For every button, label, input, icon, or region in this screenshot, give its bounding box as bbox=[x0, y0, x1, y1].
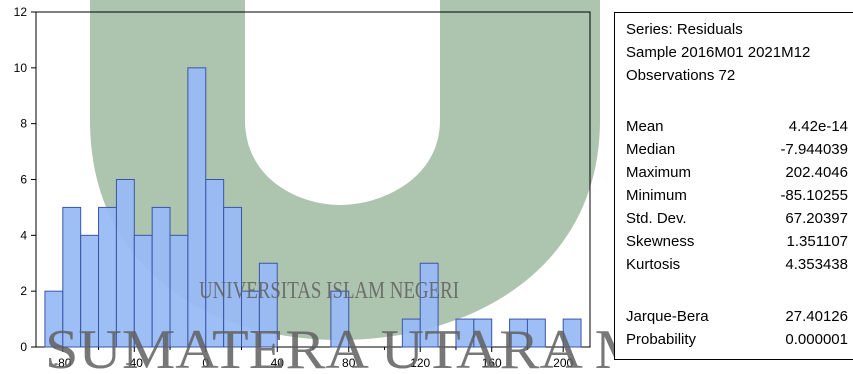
y-axis: 0 2 4 6 8 10 12 bbox=[14, 5, 36, 354]
histogram-bar bbox=[330, 290, 350, 348]
y-tick-label: 4 bbox=[20, 228, 27, 242]
stat-row-jarque-bera: Jarque-Bera 27.40126 bbox=[626, 308, 848, 328]
y-tick-label: 0 bbox=[20, 340, 27, 354]
histogram-bars bbox=[44, 67, 582, 348]
stat-row-kurtosis: Kurtosis 4.353438 bbox=[626, 256, 848, 276]
stat-value: 27.40126 bbox=[785, 308, 848, 325]
x-axis: -80 -40 0 40 80 120 160 200 bbox=[54, 347, 574, 370]
watermark-line2: SUMATERA UTARA MEDAN bbox=[45, 319, 614, 374]
stat-row-median: Median -7.944039 bbox=[626, 141, 848, 161]
stat-value: 202.4046 bbox=[785, 164, 848, 181]
x-tick-label: 0 bbox=[202, 356, 209, 370]
histogram-bar bbox=[526, 318, 546, 348]
stat-value: 4.42e-14 bbox=[788, 118, 848, 135]
stat-label: Jarque-Bera bbox=[626, 308, 709, 325]
stat-label: Maximum bbox=[626, 164, 692, 181]
histogram-bar bbox=[473, 318, 493, 348]
stat-label: Median bbox=[626, 141, 676, 158]
histogram-chart: 0 2 4 6 8 10 12 -80 -40 0 40 80 120 160 200 UNIVERSIT… bbox=[14, 0, 614, 374]
x-tick-label: 40 bbox=[271, 356, 285, 370]
stat-row-std-dev: Std. Dev. 67.20397 bbox=[626, 210, 848, 230]
histogram-bar bbox=[223, 206, 243, 348]
stat-value: 1.351107 bbox=[786, 233, 848, 250]
x-tick-label: 200 bbox=[553, 356, 573, 370]
y-tick-label: 6 bbox=[20, 173, 27, 187]
stat-row-probability: Probability 0.000001 bbox=[626, 331, 848, 351]
histogram-bar bbox=[187, 67, 207, 348]
y-tick-label: 12 bbox=[14, 5, 28, 19]
x-tick-label: -80 bbox=[54, 356, 72, 370]
stat-label: Probability bbox=[626, 331, 697, 348]
histogram-bar bbox=[258, 262, 278, 348]
stat-row-skewness: Skewness 1.351107 bbox=[626, 233, 848, 253]
y-tick-label: 10 bbox=[14, 61, 28, 75]
stats-panel: Series: Residuals Sample 2016M01 2021M12… bbox=[614, 12, 853, 360]
series-name: Series: Residuals bbox=[626, 21, 743, 38]
stat-value: 67.20397 bbox=[785, 210, 848, 227]
y-tick-label: 8 bbox=[20, 117, 27, 131]
stat-label: Minimum bbox=[626, 187, 687, 204]
x-tick-label: -40 bbox=[126, 356, 144, 370]
stat-value: -85.10255 bbox=[780, 187, 848, 204]
stat-label: Skewness bbox=[626, 233, 695, 250]
stat-value: -7.944039 bbox=[780, 141, 848, 158]
histogram-bar bbox=[562, 318, 582, 348]
sample-range: Sample 2016M01 2021M12 bbox=[626, 44, 811, 61]
stat-value: 4.353438 bbox=[785, 256, 848, 273]
watermark-line1: UNIVERSITAS ISLAM NEGERI bbox=[199, 278, 459, 304]
stat-label: Mean bbox=[626, 118, 664, 135]
stat-row-maximum: Maximum 202.4046 bbox=[626, 164, 848, 184]
x-tick-label: 120 bbox=[410, 356, 430, 370]
stat-label: Kurtosis bbox=[626, 256, 681, 273]
x-tick-label: 80 bbox=[342, 356, 356, 370]
stat-value: 0.000001 bbox=[785, 331, 848, 348]
histogram-bar bbox=[419, 262, 439, 348]
stat-row-minimum: Minimum -85.10255 bbox=[626, 187, 848, 207]
stat-label: Std. Dev. bbox=[626, 210, 687, 227]
observations-count: Observations 72 bbox=[626, 67, 736, 84]
stat-row-mean: Mean 4.42e-14 bbox=[626, 118, 848, 138]
x-tick-label: 160 bbox=[482, 356, 502, 370]
y-tick-label: 2 bbox=[20, 284, 27, 298]
